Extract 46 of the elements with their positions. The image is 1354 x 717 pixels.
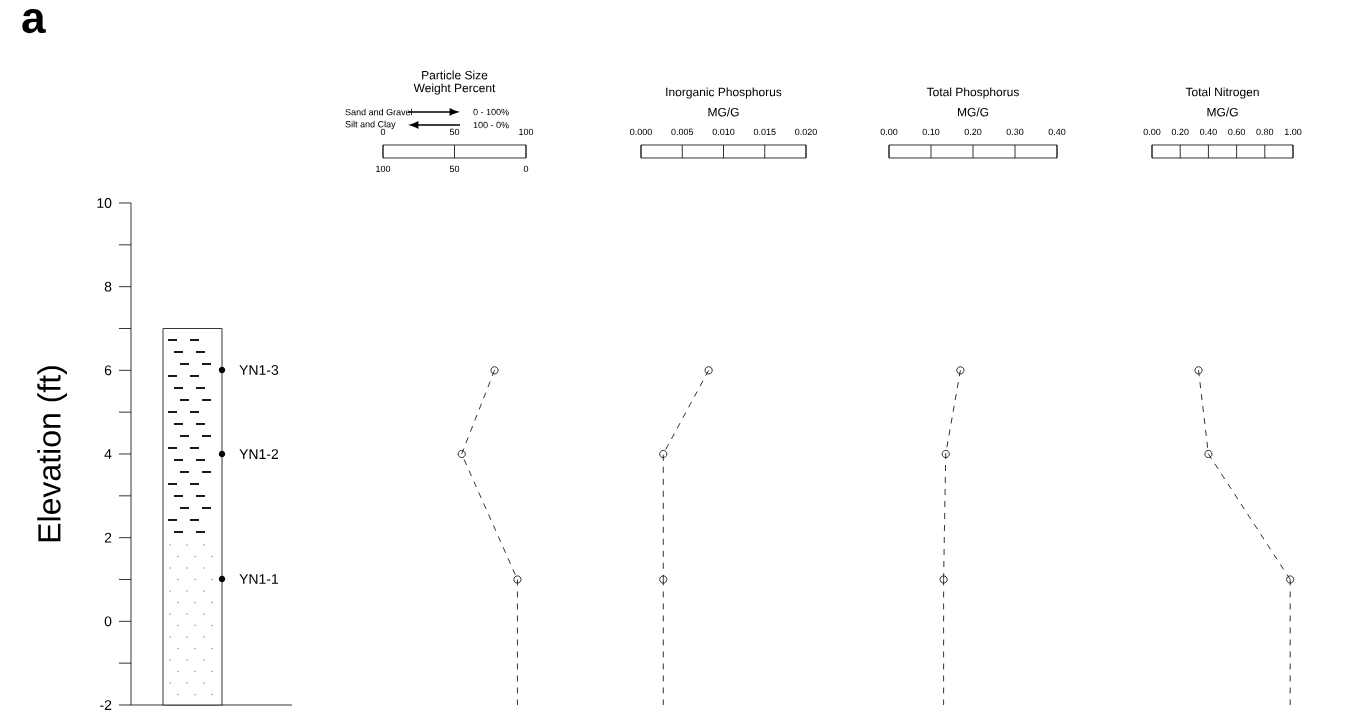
x-tick-label: 0 bbox=[380, 128, 386, 136]
chart-subtitle: Weight Percent bbox=[413, 83, 496, 95]
annotation: YN1-2 bbox=[239, 449, 279, 460]
x-tick-label: 0.30 bbox=[1006, 128, 1024, 136]
x-tick-label: 0.60 bbox=[1228, 128, 1245, 136]
x-tick-label: 0.00 bbox=[880, 128, 898, 136]
x-tick-label: 0.020 bbox=[795, 128, 817, 136]
chart-title: Total Phosphorus bbox=[926, 87, 1019, 99]
annotation: YN1-3 bbox=[239, 365, 279, 376]
x-tick-label: 0.10 bbox=[922, 128, 940, 136]
x-tick-label: 0.80 bbox=[1256, 128, 1274, 136]
x-tick-label: 0.015 bbox=[753, 128, 776, 136]
x-tick-label: 0.010 bbox=[712, 128, 735, 136]
annotation: YN1-1 bbox=[239, 574, 279, 585]
chart-title: Inorganic Phosphorus bbox=[666, 87, 782, 99]
x-tick-label: 1.00 bbox=[1284, 128, 1302, 136]
chart-subtitle: MG/G bbox=[957, 107, 989, 117]
text: Silt and Clay bbox=[345, 121, 396, 130]
y-tick-label: 4 bbox=[104, 449, 112, 460]
y-tick-label: -2 bbox=[100, 700, 112, 711]
x-tick-label: 0.000 bbox=[630, 128, 652, 136]
x2-tick-label: 100 bbox=[376, 165, 391, 173]
x2-tick-label: 50 bbox=[449, 165, 460, 173]
x-tick-label: 0.00 bbox=[1143, 128, 1161, 136]
text: a bbox=[22, 9, 46, 34]
y-tick-label: 0 bbox=[104, 616, 112, 627]
chart-title: Particle Size bbox=[422, 70, 488, 80]
y-axis-title: Elevation (ft) bbox=[37, 366, 68, 542]
chart-title: Total Nitrogen bbox=[1185, 87, 1259, 99]
y-tick-label: 8 bbox=[104, 281, 112, 292]
text: 0 - 100% bbox=[473, 109, 509, 116]
text: 100 - 0% bbox=[473, 122, 509, 129]
x-tick-label: 0.20 bbox=[1171, 128, 1189, 136]
text: Sand and Gravel bbox=[345, 108, 413, 116]
x-tick-label: 0.005 bbox=[671, 128, 694, 136]
x-tick-label: 100 bbox=[519, 128, 534, 136]
y-tick-label: 10 bbox=[97, 198, 112, 209]
x-tick-label: 0.40 bbox=[1048, 128, 1066, 136]
x-tick-label: 0.20 bbox=[964, 128, 982, 136]
chart-subtitle: MG/G bbox=[1207, 107, 1238, 117]
y-tick-label: 2 bbox=[104, 533, 112, 543]
chart-subtitle: MG/G bbox=[708, 107, 739, 117]
x2-tick-label: 0 bbox=[523, 165, 529, 173]
y-tick-label: 6 bbox=[104, 365, 112, 376]
x-tick-label: 50 bbox=[449, 128, 460, 136]
x-tick-label: 0.40 bbox=[1200, 128, 1217, 136]
